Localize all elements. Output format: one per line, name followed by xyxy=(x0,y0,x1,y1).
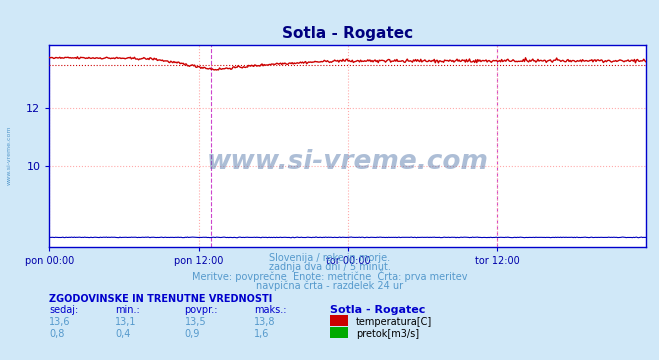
Text: Slovenija / reke in morje.: Slovenija / reke in morje. xyxy=(269,253,390,263)
Text: 1,6: 1,6 xyxy=(254,329,269,339)
Text: ZGODOVINSKE IN TRENUTNE VREDNOSTI: ZGODOVINSKE IN TRENUTNE VREDNOSTI xyxy=(49,294,273,304)
Text: 0,9: 0,9 xyxy=(185,329,200,339)
Text: min.:: min.: xyxy=(115,305,140,315)
Text: www.si-vreme.com: www.si-vreme.com xyxy=(207,149,488,175)
Text: Meritve: povprečne  Enote: metrične  Črta: prva meritev: Meritve: povprečne Enote: metrične Črta:… xyxy=(192,270,467,282)
Text: 13,5: 13,5 xyxy=(185,317,206,327)
Text: 0,8: 0,8 xyxy=(49,329,65,339)
Title: Sotla - Rogatec: Sotla - Rogatec xyxy=(282,26,413,41)
Text: 13,6: 13,6 xyxy=(49,317,71,327)
Text: maks.:: maks.: xyxy=(254,305,286,315)
Text: sedaj:: sedaj: xyxy=(49,305,78,315)
Text: pretok[m3/s]: pretok[m3/s] xyxy=(356,329,419,339)
Text: 0,4: 0,4 xyxy=(115,329,130,339)
Text: 13,1: 13,1 xyxy=(115,317,137,327)
Text: navpična črta - razdelek 24 ur: navpična črta - razdelek 24 ur xyxy=(256,280,403,291)
Text: zadnja dva dni / 5 minut.: zadnja dva dni / 5 minut. xyxy=(269,262,390,272)
Text: povpr.:: povpr.: xyxy=(185,305,218,315)
Text: www.si-vreme.com: www.si-vreme.com xyxy=(7,125,12,185)
Text: temperatura[C]: temperatura[C] xyxy=(356,317,432,327)
Text: 13,8: 13,8 xyxy=(254,317,275,327)
Text: Sotla - Rogatec: Sotla - Rogatec xyxy=(330,305,425,315)
